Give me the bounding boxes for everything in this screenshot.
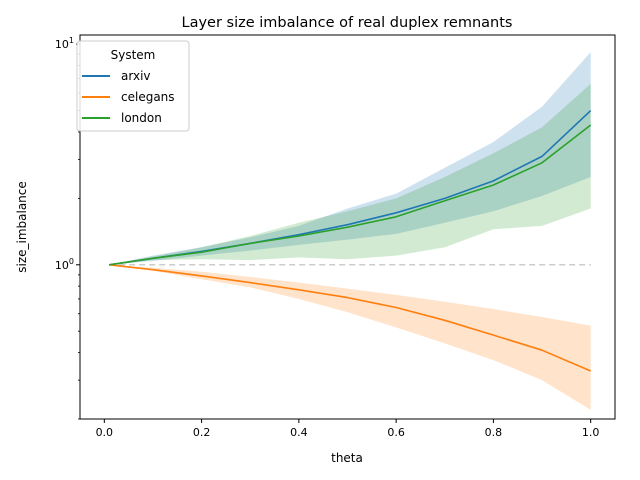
band-celegans [109,264,591,410]
legend-label-arxiv: arxiv [121,69,151,83]
series-lines [109,110,592,372]
x-tick-label: 0.4 [290,426,308,439]
confidence-bands [109,52,591,410]
legend-label-london: london [121,111,162,125]
y-axis-label: size_imbalance [15,181,29,273]
x-tick-label: 0.6 [387,426,405,439]
x-tick-label: 0.8 [485,426,503,439]
series-line-london [109,124,592,266]
legend-title: System [111,48,156,62]
legend: System arxiv celegans london [76,40,190,132]
x-tick-label: 0.0 [96,426,114,439]
x-tick-label: 1.0 [582,426,600,439]
chart-title: Layer size imbalance of real duplex remn… [182,15,513,31]
y-axis-ticks: 100 101 [55,36,80,420]
series-line-celegans [109,264,592,372]
legend-box [76,40,190,132]
y-tick-label: 101 [55,36,74,51]
legend-label-celegans: celegans [121,90,175,104]
x-axis-ticks: 0.0 0.2 0.4 0.6 0.8 1.0 [96,419,600,439]
plot-frame [79,34,616,420]
x-tick-label: 0.2 [193,426,211,439]
band-arxiv [109,52,591,265]
y-tick-label: 100 [55,257,74,272]
x-axis-label: theta [331,451,363,465]
band-london [109,83,591,265]
